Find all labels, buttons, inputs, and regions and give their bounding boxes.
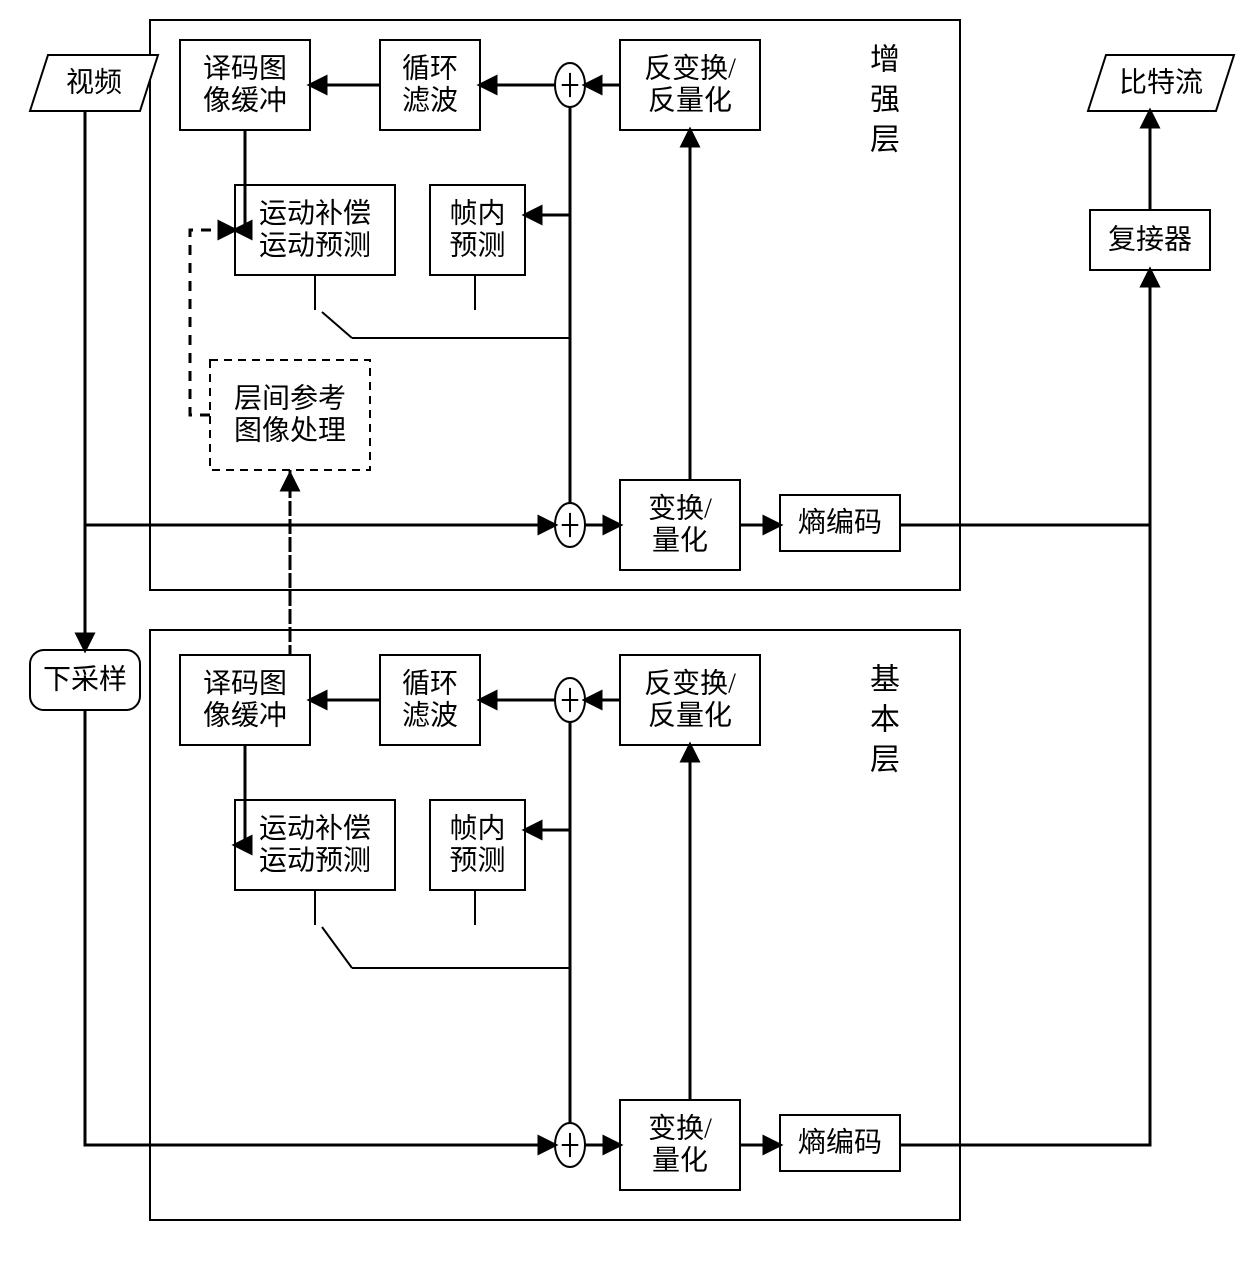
svg-text:运动补偿: 运动补偿: [259, 812, 371, 844]
svg-text:滤波: 滤波: [402, 85, 458, 117]
svg-text:变换/: 变换/: [648, 492, 712, 524]
svg-text:熵编码: 熵编码: [798, 1127, 882, 1159]
svg-text:强: 强: [870, 84, 900, 117]
svg-text:量化: 量化: [652, 525, 708, 557]
svg-text:下采样: 下采样: [43, 664, 127, 696]
svg-text:熵编码: 熵编码: [798, 507, 882, 539]
svg-text:反变换/: 反变换/: [644, 667, 736, 699]
svg-text:图像处理: 图像处理: [234, 415, 346, 447]
svg-text:变换/: 变换/: [648, 1112, 712, 1144]
svg-text:反量化: 反量化: [648, 700, 732, 732]
svg-text:帧内: 帧内: [449, 812, 505, 844]
svg-text:反量化: 反量化: [648, 85, 732, 117]
svg-text:层间参考: 层间参考: [234, 382, 346, 414]
svg-text:增: 增: [870, 44, 900, 77]
svg-text:层: 层: [870, 744, 900, 777]
svg-text:运动补偿: 运动补偿: [259, 197, 371, 229]
svg-text:运动预测: 运动预测: [259, 846, 371, 877]
svg-text:基: 基: [870, 664, 900, 697]
svg-text:像缓冲: 像缓冲: [203, 700, 287, 732]
svg-text:循环: 循环: [402, 52, 458, 84]
svg-text:译码图: 译码图: [203, 53, 287, 84]
svg-text:本: 本: [870, 704, 900, 737]
svg-text:滤波: 滤波: [402, 700, 458, 732]
svg-text:像缓冲: 像缓冲: [203, 85, 287, 117]
svg-text:运动预测: 运动预测: [259, 231, 371, 262]
svg-text:层: 层: [870, 124, 900, 157]
svg-text:复接器: 复接器: [1108, 224, 1192, 256]
svg-text:译码图: 译码图: [203, 668, 287, 699]
svg-text:比特流: 比特流: [1119, 67, 1203, 99]
svg-text:帧内: 帧内: [449, 197, 505, 229]
svg-text:循环: 循环: [402, 667, 458, 699]
svg-text:反变换/: 反变换/: [644, 52, 736, 84]
svg-text:预测: 预测: [449, 846, 505, 877]
svg-text:量化: 量化: [652, 1145, 708, 1177]
svg-text:视频: 视频: [66, 67, 122, 99]
svg-text:预测: 预测: [449, 231, 505, 262]
